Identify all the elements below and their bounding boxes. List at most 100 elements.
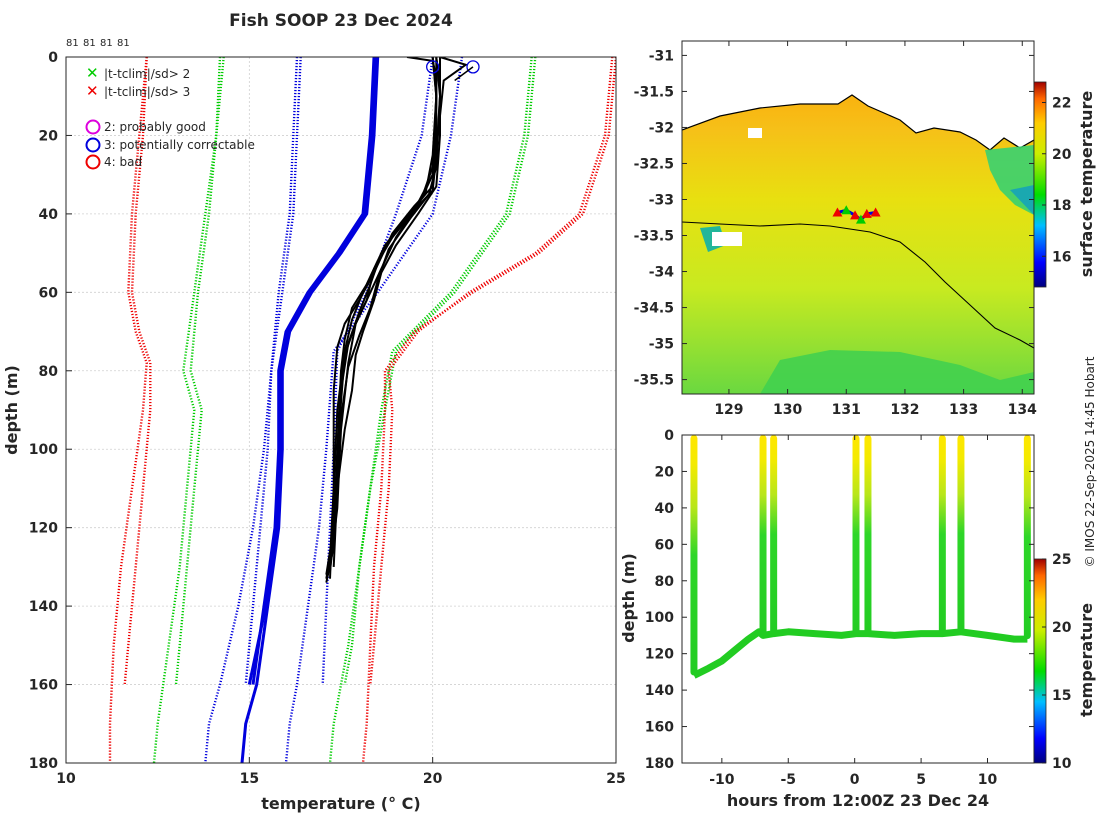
y-tick-label: -34: [649, 265, 675, 281]
y-tick-label: -31.5: [634, 84, 674, 100]
x-tick-label: 5: [916, 772, 926, 788]
section-x-ticks: -10 -5 0 5 10: [709, 435, 998, 788]
y-tick-label: -32.5: [634, 156, 674, 172]
track-marker: [841, 205, 852, 215]
x-tick-label: 132: [890, 402, 919, 418]
map-y-ticks: -31 -31.5 -32 -32.5 -33 -33.5 -34 -34.5 -35 -35.5: [634, 48, 1034, 389]
y-tick-label: 20: [39, 128, 59, 144]
legend-item-x-green: ✕ |t-tclim|/sd> 2: [86, 64, 190, 82]
legend-item-circle-magenta: 2: probably good: [85, 119, 206, 135]
colorbar-tick-label: 16: [1052, 249, 1071, 265]
x-tick-label: 0: [850, 772, 860, 788]
profile-y-ticks: 0 20 40 60 80 100 120 140 160 180: [29, 50, 72, 772]
series-profile-5: [329, 57, 438, 560]
profile-x-label: temperature (° C): [261, 794, 420, 813]
section-bottom-trace: [692, 628, 1028, 679]
track-marker: [861, 208, 872, 218]
legend-x-marker: ✕: [86, 82, 99, 100]
y-tick-label: 140: [29, 599, 58, 615]
x-tick-label: 25: [606, 771, 625, 787]
y-tick-label: 80: [655, 574, 675, 590]
cast-column: [938, 435, 946, 634]
y-tick-label: 60: [39, 285, 59, 301]
credit-text: © IMOS 22-Sep-2025 14:45 Hobart: [1083, 356, 1097, 567]
top-count-labels: 81 81 81 81: [66, 38, 130, 49]
sst-colorbar-ticks: 16 18 20 22: [1042, 96, 1072, 265]
cast-column: [690, 435, 698, 676]
section-x-label: hours from 12:00Z 23 Dec 24: [727, 791, 989, 810]
track-marker: [870, 207, 881, 217]
y-tick-label: 80: [39, 364, 59, 380]
y-tick-label: 0: [664, 428, 674, 444]
y-tick-label: 140: [645, 683, 674, 699]
y-tick-label: -35: [649, 337, 674, 353]
colorbar-tick-label: 25: [1052, 552, 1071, 568]
x-tick-label: 131: [832, 402, 861, 418]
southern-cool-water: [760, 350, 1034, 394]
top-count-label: 81: [66, 38, 79, 49]
y-tick-label: 180: [29, 756, 58, 772]
cast-column: [864, 435, 872, 634]
legend-label: 3: potentially correctable: [104, 138, 255, 152]
y-tick-label: -34.5: [634, 301, 674, 317]
map-panel: 129 130 131 132 133 134 -31-31.5-32-32.5-33-3…: [634, 40, 1096, 418]
y-tick-label: 120: [29, 521, 58, 537]
cloud-gap: [748, 128, 762, 138]
profile-axes-frame: [65, 56, 617, 764]
y-tick-label: 100: [645, 610, 674, 626]
y-tick-label: 40: [655, 501, 675, 517]
series-profile-4: [332, 57, 441, 567]
x-tick-label: 133: [949, 402, 978, 418]
x-tick-label: 15: [240, 771, 259, 787]
y-tick-label: -35.5: [634, 373, 674, 389]
y-tick-label: 160: [29, 678, 58, 694]
cast-column: [759, 435, 767, 636]
legend: ✕ |t-tclim|/sd> 2 ✕ |t-tclim|/sd> 3 2: p…: [85, 64, 255, 170]
temp-colorbar-label: temperature: [1077, 603, 1096, 717]
profile-x-ticks: 10 15 20 25: [56, 757, 626, 787]
y-tick-label: 120: [645, 647, 674, 663]
y-tick-label: 60: [655, 537, 675, 553]
track-marker: [850, 210, 861, 220]
flag-circle: [466, 60, 480, 74]
legend-circle-marker: [85, 137, 101, 153]
sst-colorbar-label: surface temperature: [1077, 91, 1096, 278]
y-tick-label: -33.5: [634, 229, 674, 245]
colorbar-tick-label: 10: [1052, 756, 1072, 772]
colorbar-tick-label: 18: [1052, 198, 1071, 214]
section-y-label: depth (m): [619, 553, 638, 643]
section-casts: [690, 435, 1031, 676]
top-count-label: 81: [83, 38, 96, 49]
sst-colorbar: [1033, 81, 1047, 288]
series-clim-dot-r4: [361, 57, 616, 763]
track-marker: [832, 207, 843, 217]
track-marker: [855, 214, 866, 224]
legend-item-circle-blue: 3: potentially correctable: [85, 137, 255, 153]
cloud-gap: [712, 232, 742, 246]
isobath: [682, 221, 1034, 349]
x-tick-label: 10: [56, 771, 76, 787]
series-clim-dot-b4: [284, 57, 464, 763]
flag-connector: [454, 66, 474, 82]
coastline: [682, 94, 1034, 151]
x-tick-label: 130: [773, 402, 802, 418]
series-clim-dot-g4: [328, 57, 537, 763]
series-profile-8: [325, 57, 468, 579]
x-tick-label: 10: [978, 772, 998, 788]
x-tick-label: -10: [709, 772, 735, 788]
section-y-ticks: 0 20 40 60 80 100 120 140 160 180: [645, 428, 1034, 772]
flag-circles: [426, 60, 480, 82]
x-tick-label: 20: [423, 771, 443, 787]
y-tick-label: 0: [48, 50, 58, 66]
legend-x-marker: ✕: [86, 64, 99, 82]
series-clim-dot-g1: [174, 57, 222, 685]
colorbar-tick-label: 20: [1052, 147, 1072, 163]
y-tick-label: 40: [39, 207, 59, 223]
legend-item-x-red: ✕ |t-tclim|/sd> 3: [86, 82, 190, 100]
y-tick-label: -31: [649, 48, 674, 64]
series-clim-dot-b3: [204, 57, 302, 763]
legend-label: |t-tclim|/sd> 3: [104, 85, 190, 99]
colorbar-tick-label: 22: [1052, 96, 1071, 112]
